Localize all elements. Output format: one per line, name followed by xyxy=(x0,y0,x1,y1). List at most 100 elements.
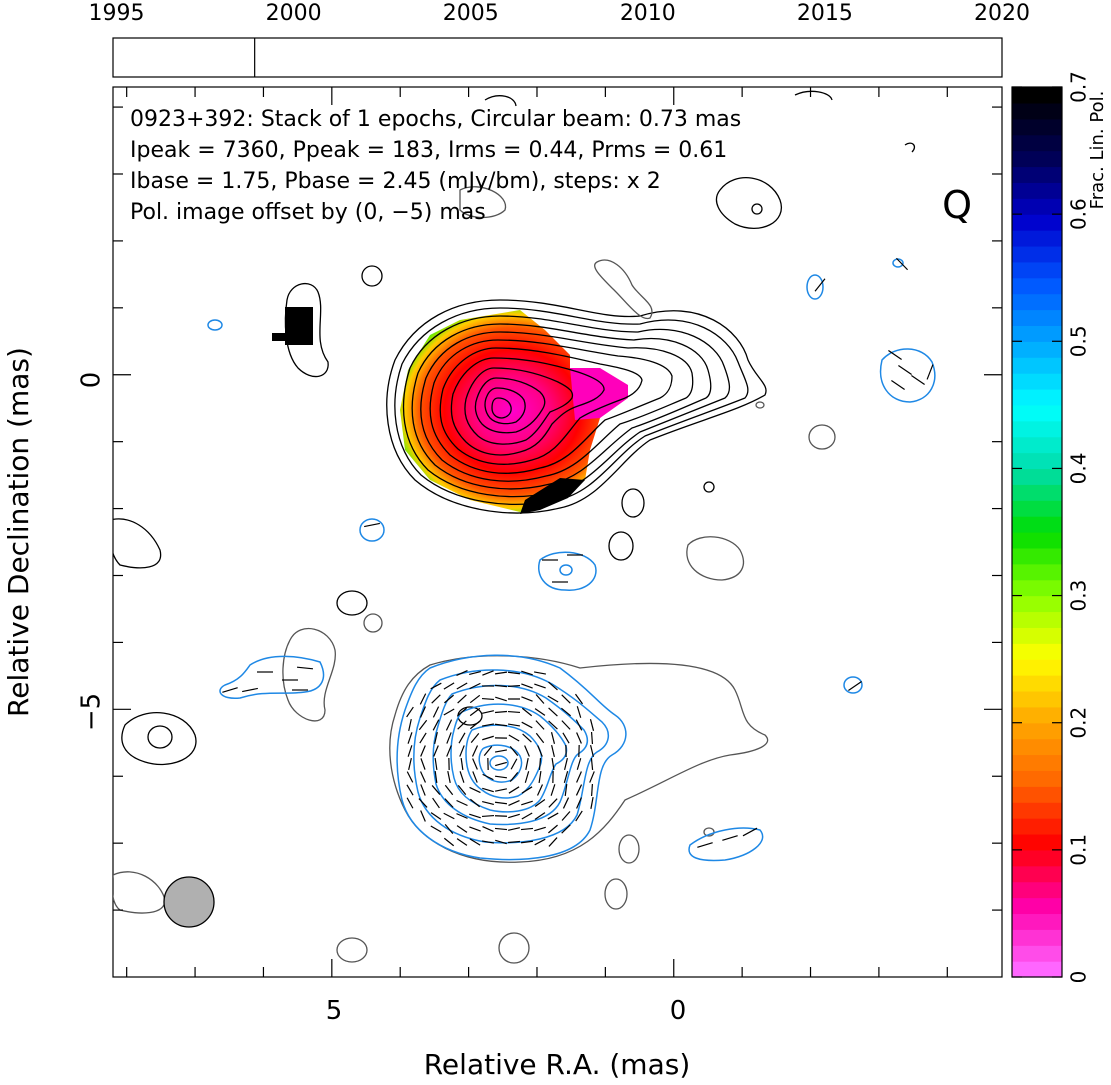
colorbar-band xyxy=(1012,643,1062,660)
evpa-tick xyxy=(891,379,905,391)
evpa-tick xyxy=(534,838,546,846)
frac-pol-pixel-blob-2 xyxy=(272,333,286,341)
evpa-tick xyxy=(471,745,479,757)
colorbar-band xyxy=(1012,786,1062,803)
frac-pol-jet-patch xyxy=(570,368,628,420)
evpa-tick xyxy=(444,798,454,808)
evpa-tick xyxy=(524,745,530,757)
evpa-tick xyxy=(443,682,455,690)
timeline-year-2010: 2010 xyxy=(620,1,676,26)
colorbar-band xyxy=(1012,452,1062,470)
evpa-tick xyxy=(507,710,521,714)
evpa-tick xyxy=(444,824,454,834)
colorbar-band xyxy=(1012,373,1062,390)
evpa-tick xyxy=(459,771,465,783)
evpa-tick xyxy=(562,797,570,809)
evpa-tick xyxy=(548,798,558,808)
evpa-tick xyxy=(406,784,414,796)
evpa-tick xyxy=(508,813,520,819)
timeline-year-2000: 2000 xyxy=(266,1,322,26)
evpa-tick xyxy=(548,837,558,847)
evpa-tick xyxy=(563,771,569,783)
evpa-tick xyxy=(445,719,453,731)
colorbar-tick-label-0_5: 0.5 xyxy=(1067,325,1091,357)
evpa-tick xyxy=(576,771,582,783)
evpa-tick xyxy=(457,784,467,796)
evpa-tick xyxy=(430,825,442,833)
evpa-tick xyxy=(469,838,481,846)
evpa-tick xyxy=(482,800,494,806)
evpa-tick xyxy=(482,710,494,714)
evpa-tick xyxy=(483,745,493,757)
evpa-tick xyxy=(534,683,546,689)
evpa-tick xyxy=(576,797,582,809)
colorbar-band xyxy=(1012,293,1062,311)
evpa-tick xyxy=(575,784,583,796)
colorbar-band xyxy=(1012,659,1062,676)
annotation-line3: Ibase = 1.75, Pbase = 2.45 (mJy/bm), ste… xyxy=(130,169,661,194)
evpa-tick xyxy=(430,812,442,820)
evpa-tick xyxy=(697,842,713,848)
evpa-tick xyxy=(481,697,495,701)
evpa-tick xyxy=(507,840,521,844)
evpa-tick xyxy=(551,745,555,757)
timeline: 1995 2000 2005 2010 2015 2020 xyxy=(89,1,1030,78)
evpa-tick xyxy=(494,815,508,817)
evpa-tick xyxy=(406,771,414,783)
timeline-year-2005: 2005 xyxy=(443,1,499,26)
evpa-tick xyxy=(456,813,468,819)
evpa-tick xyxy=(722,835,738,841)
evpa-tick xyxy=(482,787,494,793)
evpa-tick xyxy=(911,374,925,386)
evpa-tick xyxy=(508,734,520,742)
evpa-tick xyxy=(521,670,533,676)
colorbar-band xyxy=(1012,214,1062,231)
annotation-line1: 0923+392: Stack of 1 epochs, Circular be… xyxy=(130,107,741,132)
evpa-tick xyxy=(482,670,494,676)
colorbar-band xyxy=(1012,118,1062,136)
colorbar-band xyxy=(1012,166,1062,183)
colorbar-band xyxy=(1012,245,1062,263)
colorbar-band xyxy=(1012,102,1062,120)
colorbar-band xyxy=(1012,961,1062,978)
evpa-tick xyxy=(576,706,582,718)
evpa-tick xyxy=(521,683,533,689)
plot-ticks xyxy=(113,87,1002,977)
restoring-beam xyxy=(163,876,215,928)
colorbar-band xyxy=(1012,865,1062,883)
evpa-tick xyxy=(520,827,534,831)
stokes-i-lowest-contours xyxy=(113,186,836,964)
evpa-tick xyxy=(590,745,594,757)
evpa-tick xyxy=(407,732,413,744)
colorbar-band xyxy=(1012,802,1062,819)
evpa-tick xyxy=(895,257,909,271)
x-tick-label-0: 0 xyxy=(670,996,687,1026)
evpa-tick xyxy=(742,827,758,837)
colorbar-band xyxy=(1012,325,1062,342)
timeline-box xyxy=(112,37,1003,78)
evpa-tick xyxy=(508,800,520,806)
evpa-tick xyxy=(494,684,508,688)
colorbar-band xyxy=(1012,818,1062,835)
evpa-tick xyxy=(535,720,545,730)
evpa-tick xyxy=(926,364,934,380)
colorbar-band xyxy=(1012,468,1062,485)
stokes-i-contours xyxy=(113,90,916,766)
plot-frame xyxy=(112,86,1003,978)
evpa-tick xyxy=(481,840,495,844)
evpa-tick xyxy=(447,771,451,783)
evpa-tick xyxy=(458,732,466,744)
evpa-tick xyxy=(430,682,442,690)
annotation-line2: Ipeak = 7360, Ppeak = 183, Irms = 0.44, … xyxy=(130,138,727,163)
polarized-intensity-contours xyxy=(207,258,936,862)
evpa-tick xyxy=(469,670,481,676)
annotation-line4: Pol. image offset by (0, −5) mas xyxy=(130,200,486,225)
evpa-tick xyxy=(536,784,544,796)
evpa-tick xyxy=(459,745,465,757)
evpa-tick xyxy=(590,731,594,745)
evpa-tick xyxy=(494,788,508,792)
evpa-tick xyxy=(494,749,508,753)
timeline-year-1995: 1995 xyxy=(89,1,145,26)
colorbar-tick-label-0_4: 0.4 xyxy=(1067,453,1091,485)
evpa-tick xyxy=(534,799,546,807)
